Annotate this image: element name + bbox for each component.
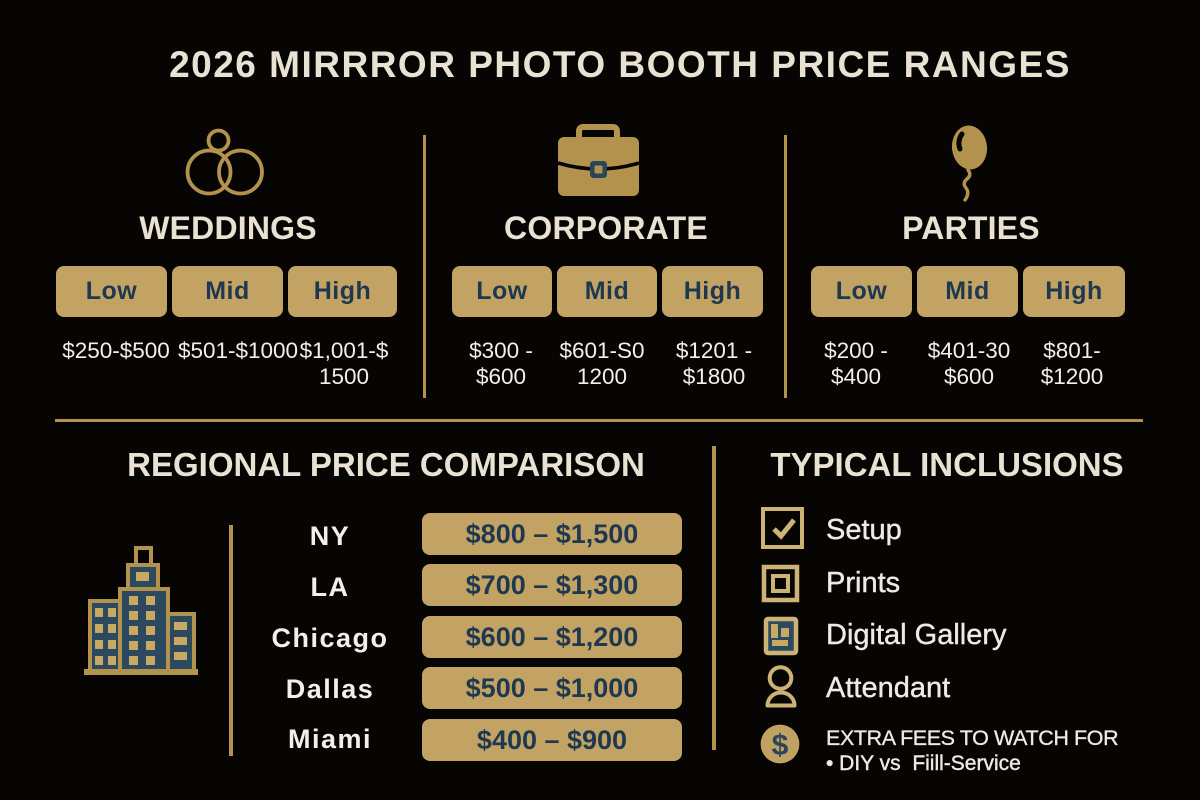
svg-text:$: $ xyxy=(772,729,789,762)
